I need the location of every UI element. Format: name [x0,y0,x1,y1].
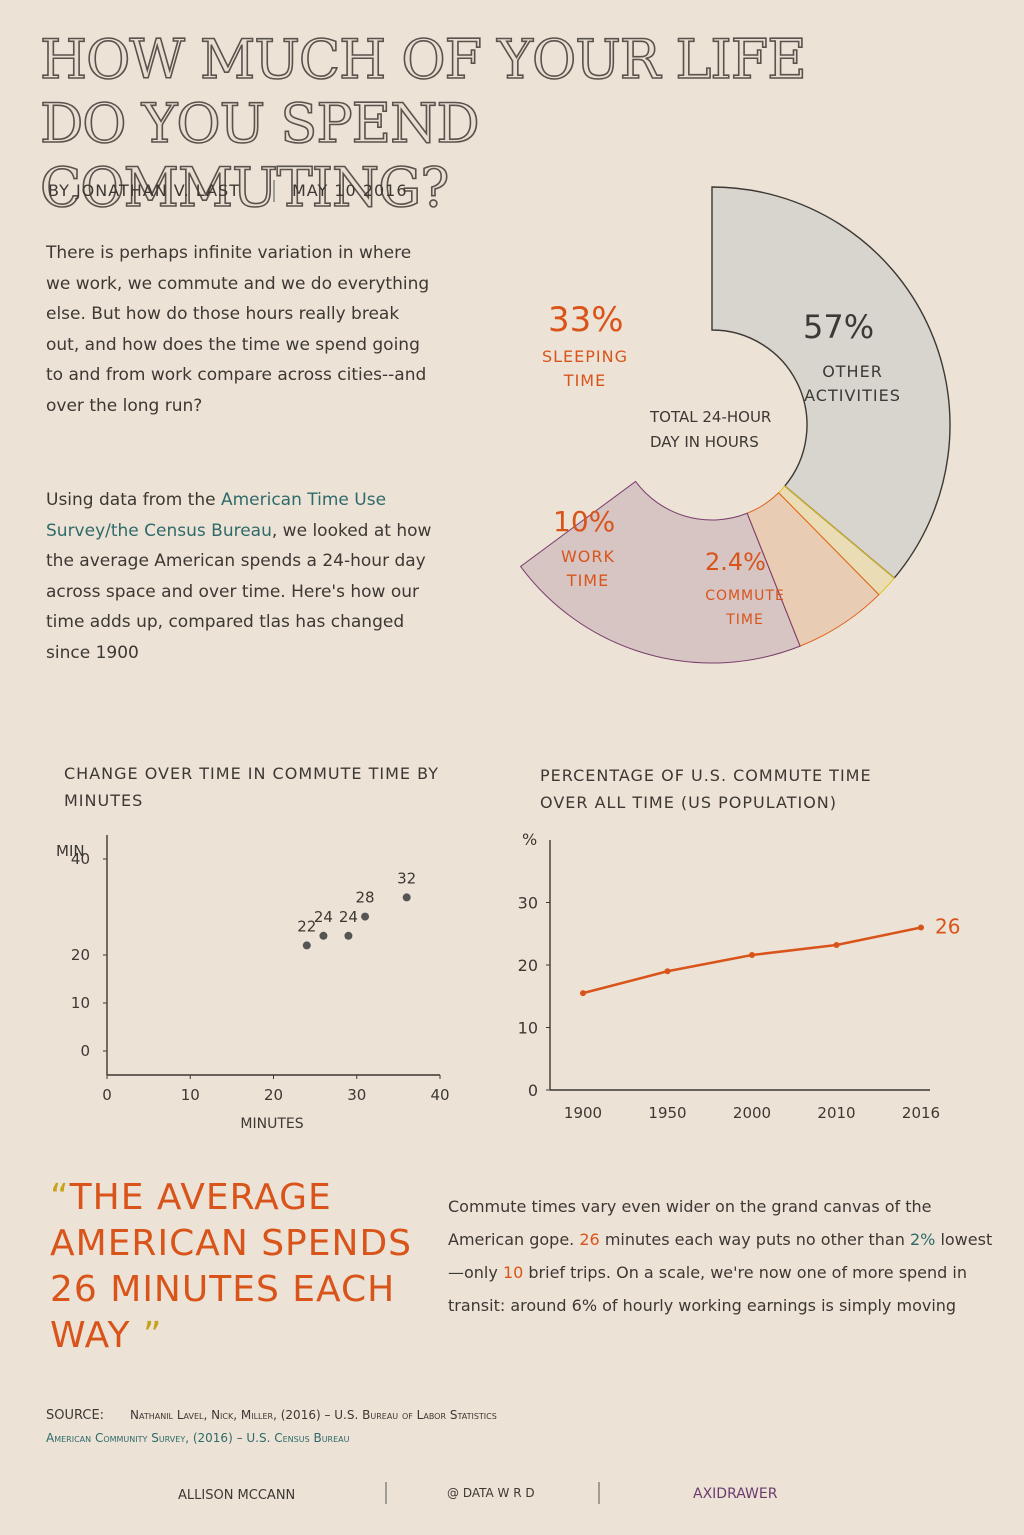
pie-category-label: OTHER ACTIVITIES [804,362,901,405]
line-point [749,952,755,958]
x-tick-label: 0 [102,1086,112,1104]
chart-title: CHANGE OVER TIME IN COMMUTE TIME BY MINU… [64,764,439,810]
pie-value-label: 2.4% [705,548,766,576]
x-tick-label: 2010 [817,1104,855,1122]
author: BY JONATHAN V. LAST [48,181,240,200]
y-tick-label: 40 [71,850,90,868]
y-tick-label: 0 [528,1081,538,1100]
line-point [918,924,924,931]
end-label: 26 [935,915,960,939]
text: brief trips. On a scale, we're now one o… [448,1263,967,1315]
x-axis-label: MINUTES [240,1116,303,1132]
intro-paragraph: Using data from the American Time Use Su… [46,485,436,668]
x-tick-label: 30 [347,1086,366,1104]
body-paragraph: Commute times vary even wider on the gra… [448,1190,993,1322]
point-label: 28 [356,889,375,907]
point-label: 24 [314,908,333,926]
y-axis-label: % [522,830,537,849]
pie-category-label: WORK TIME [560,547,616,590]
text: Using data from the [46,490,216,510]
highlight: 2% [909,1230,936,1249]
y-tick-label: 20 [518,956,538,975]
x-tick-label: 1900 [564,1104,602,1122]
pie-value-label: 57% [803,308,875,346]
x-tick-label: 20 [264,1086,283,1104]
point-label: 24 [339,908,358,926]
quote-mark: “ [50,1177,70,1218]
source-line: Nathanil Lavel, Nick, Miller, (2016) – U… [130,1408,497,1422]
date: MAY 10 2016 [292,181,408,200]
pie-value-label: 10% [553,505,616,538]
x-tick-label: 10 [181,1086,200,1104]
highlight: 10 [502,1263,524,1282]
source-label: SOURCE: [46,1408,105,1423]
pie-category-label: SLEEPING TIME [541,347,629,390]
point [344,931,353,940]
line [582,926,922,995]
pie-segment [711,186,951,579]
point [402,893,411,902]
pie-category-label: COMMUTE TIME [705,588,785,628]
point-label: 22 [297,917,316,935]
y-tick-label: 10 [71,994,90,1012]
pull-quote: “THE AVERAGE AMERICAN SPENDS 26 MINUTES … [50,1175,430,1359]
source-line: American Community Survey, (2016) – U.S.… [46,1431,350,1445]
footer-artist: ALLISON MCCANN [178,1488,296,1503]
y-tick-label: 20 [71,946,90,964]
text: Commute times vary even wider on the gra… [448,1197,932,1249]
line-point [833,942,840,948]
y-tick-label: 0 [80,1042,90,1060]
point [361,912,370,921]
y-tick-label: 30 [518,894,538,913]
highlight: 26 [579,1230,600,1249]
x-tick-label: 1950 [648,1104,686,1122]
pie-segment [519,480,801,664]
title: HOW MUCH OF YOUR LIFE DO YOU SPEND COMMU… [39,27,807,220]
source-link: American Time Use Survey/the Census Bure… [46,490,387,541]
text: lowest—only [448,1230,993,1282]
x-tick-label: 40 [430,1086,449,1104]
intro-paragraph: There is perhaps infinite variation in w… [46,243,430,416]
point [302,941,311,950]
line-point [664,968,671,975]
line-point [580,990,586,997]
text: , we looked at how the average American … [46,520,432,663]
quote-mark: ” [142,1315,163,1356]
x-tick-label: 2016 [902,1104,940,1122]
pie-annotation: TOTAL 24-HOUR DAY IN HOURS [650,408,772,451]
point-label: 32 [397,869,416,887]
pie-value-label: 33% [548,300,624,340]
y-tick-label: 10 [518,1019,538,1038]
chart-title: PERCENTAGE OF U.S. COMMUTE TIME OVER ALL… [540,766,872,812]
text: minutes each way puts no other than [604,1230,905,1249]
footer-tool: AXIDRAWER [693,1486,778,1502]
x-tick-label: 2000 [733,1104,771,1122]
point [319,931,328,940]
footer-handle: @ DATA W R D [447,1486,535,1500]
y-axis-label: MIN [56,842,85,860]
quote-text: THE AVERAGE AMERICAN SPENDS 26 MINUTES E… [50,1177,413,1356]
